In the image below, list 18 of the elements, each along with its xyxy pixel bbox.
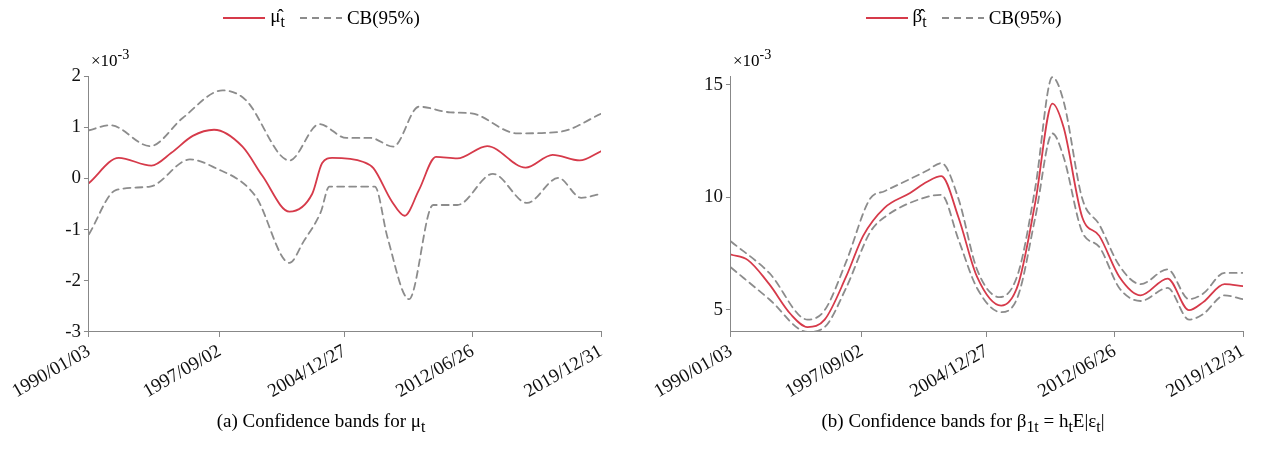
y-tick-label: -1 <box>65 217 81 239</box>
y-tick-label: 2 <box>71 63 81 85</box>
y-tick-label: 1 <box>71 115 81 137</box>
legend-label: CB(95%) <box>988 7 1062 29</box>
text: ×10$^{-3}$ <box>732 46 772 71</box>
y-tick-label: 0 <box>71 166 81 188</box>
y-tick-label: 5 <box>713 297 723 319</box>
line-series <box>88 128 601 217</box>
text: ×10$^{-3}$ <box>90 46 130 71</box>
legend-label: CB(95%) <box>346 7 420 29</box>
text: (a) Confidence bands for μ$_{t}$ <box>216 410 426 436</box>
y-tick-label: 10 <box>703 185 723 207</box>
y-tick-label: 15 <box>703 72 723 94</box>
text: (b) Confidence bands for β$_{1t}$ = h$_{t}$E|ε$_{t}$| <box>821 410 1105 436</box>
legend-label: β̂$_{t}$ <box>912 5 927 31</box>
y-tick-label: -3 <box>65 319 81 341</box>
y-tick-label: -2 <box>65 268 81 290</box>
legend-label: μ̂$_{t}$ <box>270 5 285 31</box>
